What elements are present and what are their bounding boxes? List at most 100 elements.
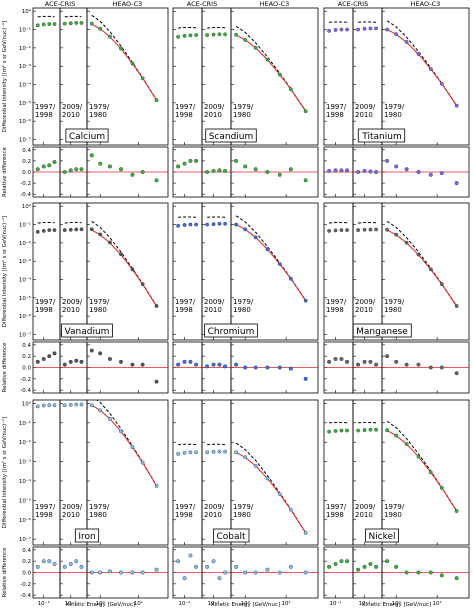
period-label: 1980 [384, 511, 402, 519]
y-tick-label: 10⁻⁶ [19, 118, 32, 125]
diff-point [130, 362, 135, 367]
data-point [211, 32, 216, 37]
model-curve [91, 404, 157, 487]
model-curve [235, 34, 307, 112]
period-label: 1980 [89, 306, 107, 314]
diff-point [211, 362, 216, 367]
lower-plot [33, 559, 60, 573]
diff-point [182, 576, 187, 581]
diff-point [74, 167, 79, 172]
period-label: 1998 [326, 511, 344, 519]
period-label: 1997/ [175, 298, 196, 306]
period-label: 1980 [384, 306, 402, 314]
period-label: 2010 [204, 306, 222, 314]
upper-plot [385, 420, 459, 513]
data-point [182, 34, 187, 38]
diff-point [374, 362, 379, 367]
data-point [35, 404, 40, 409]
data-point [68, 227, 73, 232]
data-point [277, 492, 282, 497]
data-point [74, 402, 79, 407]
diff-point [188, 158, 193, 163]
y-tick-label: 10⁻⁷ [19, 136, 31, 143]
data-point [188, 33, 193, 38]
upper-plot [205, 26, 227, 37]
d-tick-label: -0.4 [20, 388, 31, 394]
element-name: Cobalt [216, 532, 246, 542]
lower-plot [353, 359, 382, 368]
lower-plot [87, 348, 168, 384]
diff-point [303, 178, 308, 183]
data-point [234, 222, 239, 227]
diff-point [303, 376, 308, 381]
lis-curve [64, 221, 82, 224]
data-point [385, 27, 390, 32]
diff-point [52, 562, 57, 567]
data-point [98, 232, 103, 237]
data-point [362, 227, 367, 232]
data-point [339, 27, 344, 32]
data-point [188, 222, 193, 227]
lis-curve [358, 221, 377, 224]
element-panel: 10⁰ 10⁻¹ 10⁻² 10⁻³ 10⁻⁴ 10⁻⁵ 10⁻⁶ 10⁻⁷ -0.4 -0.2 0… [1, 202, 169, 394]
diff-point [35, 359, 40, 364]
lower-plot [33, 351, 60, 368]
upper-plot [62, 402, 84, 408]
data-point [404, 240, 409, 245]
lower-plot [382, 559, 469, 581]
x-tick-label: 10⁰ [392, 600, 402, 607]
data-point [194, 450, 198, 455]
diff-point [74, 358, 79, 363]
data-point [98, 26, 103, 31]
data-point [362, 428, 367, 433]
diff-point [130, 570, 135, 575]
diff-point [362, 359, 367, 364]
lower-plot [60, 358, 87, 368]
diff-point [74, 559, 79, 564]
period-label: 1979/ [233, 103, 254, 111]
x-tick-label: 10⁻¹ [65, 600, 77, 607]
element-name: Calcium [69, 132, 105, 142]
element-panel: 1997/1998 2009/2010 1979/1980 Titanium ACE-C… [323, 0, 470, 198]
element-box [352, 323, 412, 338]
model-curve [235, 451, 307, 534]
x-axis-label: Kinetic Energy [GeV/nuc] [362, 602, 431, 608]
upper-frame [381, 7, 470, 146]
element-box [365, 528, 399, 543]
data-point [223, 221, 227, 226]
lower-plot [60, 167, 87, 174]
x-tick-label: 10¹ [134, 600, 143, 607]
y-tick-label: 10⁻⁵ [19, 295, 31, 302]
data-point [176, 34, 181, 39]
diff-point [182, 359, 187, 364]
diff-point [62, 564, 67, 569]
x-tick-label: 10¹ [282, 600, 291, 607]
data-point [356, 428, 361, 433]
lower-plot [33, 159, 60, 173]
diff-point [362, 168, 367, 173]
diff-point [98, 351, 103, 356]
data-point [439, 81, 444, 86]
data-point [211, 449, 216, 454]
data-point [288, 276, 293, 281]
period-label: 1998 [35, 111, 53, 119]
data-point [439, 485, 444, 490]
data-point [288, 507, 293, 512]
lis-curve [207, 26, 226, 29]
upper-plot [205, 216, 227, 227]
upper-plot [205, 443, 227, 455]
model-curve [91, 229, 157, 307]
upper-frame [86, 202, 169, 341]
diff-point [454, 371, 459, 376]
data-point [223, 449, 227, 454]
data-point [394, 32, 399, 37]
upper-frame [172, 7, 203, 146]
diff-point [154, 379, 159, 384]
d-tick-label: 0.0 [22, 571, 31, 577]
data-point [277, 72, 282, 77]
diff-point [333, 357, 338, 362]
diff-point [234, 362, 239, 367]
y-tick-label: 10⁻¹ [19, 222, 31, 229]
upper-frame [323, 202, 354, 341]
diff-point [41, 357, 46, 362]
